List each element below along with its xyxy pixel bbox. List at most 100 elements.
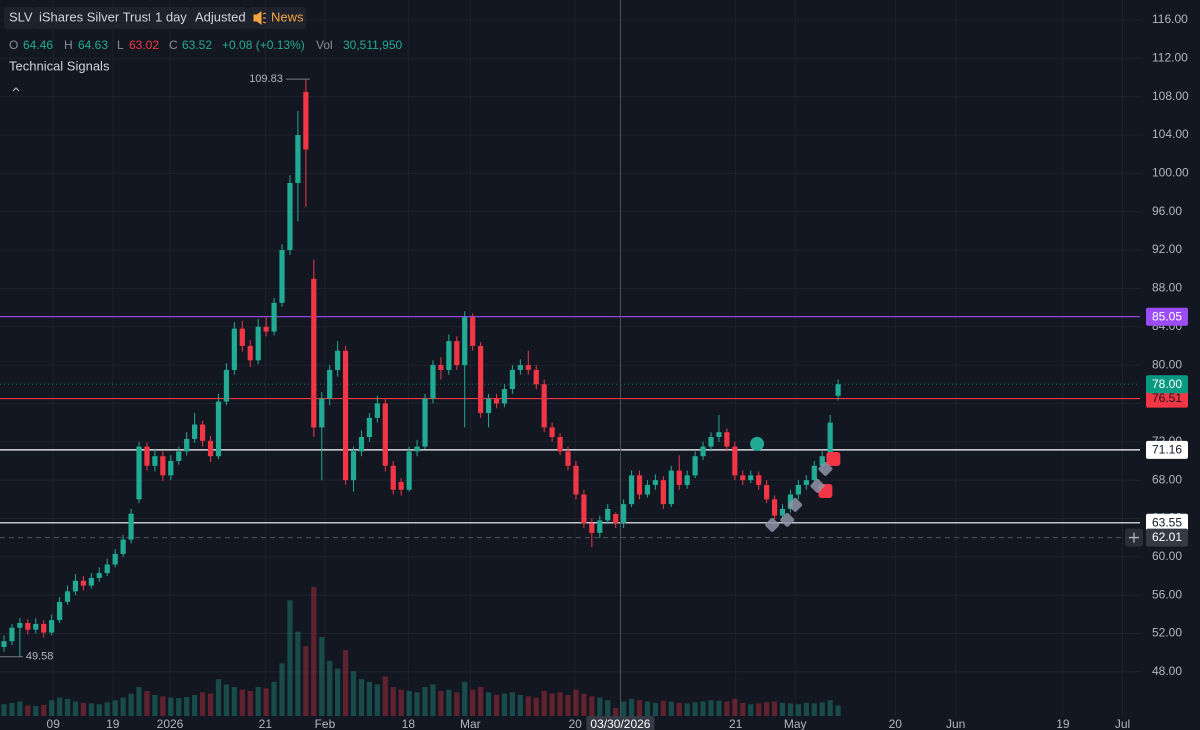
volume-bar: [636, 700, 643, 716]
volume-bar: [533, 697, 539, 716]
volume-bar: [112, 700, 118, 716]
candle-body: [716, 432, 722, 438]
volume-bar: [374, 684, 380, 716]
volume-bar: [724, 701, 730, 716]
volume-bar: [827, 700, 833, 716]
price-level-label-box: [1146, 389, 1188, 408]
volume-bar: [342, 650, 349, 716]
volume-bar: [621, 701, 627, 716]
candle-body: [128, 513, 134, 540]
volume-bar: [184, 697, 190, 716]
volume-bar: [779, 702, 786, 716]
volume-bar: [668, 701, 674, 716]
low-marker-label: 49.58: [26, 651, 54, 663]
volume-bar: [192, 694, 198, 716]
volume-bar: [17, 701, 23, 716]
y-tick-label: 68.00: [1152, 472, 1182, 486]
candle-body: [358, 437, 365, 452]
y-tick-label: 116.00: [1152, 12, 1188, 26]
y-tick-label: 80.00: [1152, 357, 1182, 371]
volume-label: Vol: [316, 38, 333, 52]
volume-bar: [25, 705, 31, 716]
candle-body: [192, 424, 198, 439]
volume-bar: [819, 702, 825, 716]
candle-body: [605, 508, 611, 521]
close-value: 63.52: [182, 38, 212, 52]
volume-bar: [581, 693, 587, 716]
signal-diamond: [788, 497, 803, 512]
candle-body: [64, 591, 71, 602]
candle-body: [501, 389, 508, 404]
volume-bar: [525, 696, 531, 716]
volume-bar: [295, 631, 301, 716]
y-tick-label: 112.00: [1152, 51, 1188, 65]
y-tick-label: 92.00: [1152, 242, 1182, 256]
candle-body: [88, 577, 94, 586]
volume-bar: [80, 702, 87, 716]
candle-body: [287, 182, 293, 251]
volume-bar: [271, 681, 277, 716]
candle-body: [184, 438, 190, 452]
candle-body: [478, 345, 484, 414]
x-tick-label: May: [784, 717, 807, 730]
candle-body: [72, 580, 79, 592]
signal-diamond: [780, 512, 795, 527]
x-tick-label: 21: [729, 717, 743, 730]
volume-bar: [470, 689, 476, 716]
volume-bar: [676, 702, 682, 716]
volume-bar: [319, 637, 325, 716]
interval-box[interactable]: [150, 7, 190, 29]
x-tick-label: 19: [106, 717, 120, 730]
candle-body: [740, 475, 746, 481]
candle-body: [779, 508, 786, 516]
price-level-label: 85.05: [1152, 309, 1182, 323]
x-tick-label: Jun: [946, 717, 965, 730]
volume-bar: [485, 692, 492, 716]
candle-body: [176, 451, 182, 461]
volume-bar: [390, 687, 396, 716]
adjustment[interactable]: Adjusted: [195, 9, 246, 24]
candle-body: [247, 345, 253, 361]
candle-body: [485, 398, 492, 414]
news-icon: [253, 11, 267, 25]
symbol[interactable]: SLV: [9, 9, 33, 24]
x-tick-label: Jul: [1115, 717, 1130, 730]
candle-body: [342, 350, 349, 481]
candle-body: [430, 365, 436, 399]
indicator-name[interactable]: Technical Signals: [9, 58, 110, 73]
open-label: O: [9, 38, 18, 52]
crosshair-date-box: [586, 716, 655, 730]
volume-bar: [215, 679, 222, 716]
candle-body: [795, 484, 801, 495]
y-tick-label: 108.00: [1152, 89, 1189, 103]
volume-bar: [136, 687, 142, 716]
candle-body: [41, 623, 47, 633]
volume-bar: [462, 681, 468, 716]
candle-body: [621, 504, 627, 524]
candle-body: [764, 484, 770, 500]
symbol-box[interactable]: [4, 7, 34, 29]
volume-bar: [557, 692, 563, 716]
volume-bar: [231, 687, 237, 716]
candle-body: [660, 480, 666, 505]
candle-body: [597, 520, 603, 533]
volume-bar: [700, 701, 706, 716]
volume-bar: [88, 703, 94, 716]
name-box: [34, 7, 150, 29]
candle-body: [311, 278, 317, 428]
candle-body: [803, 480, 809, 485]
interval[interactable]: 1 day: [155, 9, 187, 24]
y-tick-label: 48.00: [1152, 664, 1182, 678]
price-level-label-box: [1146, 307, 1188, 326]
candle-body: [565, 451, 571, 466]
x-tick-label: 20: [568, 717, 582, 730]
collapse-icon[interactable]: [12, 87, 20, 92]
volume-bar: [366, 681, 373, 716]
candle-body: [223, 369, 230, 402]
high-value: 64.63: [78, 38, 108, 52]
news[interactable]: News: [271, 9, 304, 24]
volume-bar: [168, 697, 174, 716]
adjustment-box[interactable]: [190, 7, 248, 29]
news-box[interactable]: [248, 7, 306, 29]
